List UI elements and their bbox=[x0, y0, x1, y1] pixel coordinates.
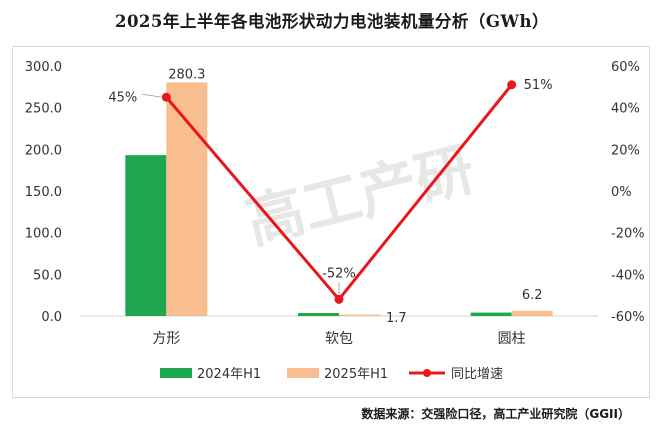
y-left-tick-label: 50.0 bbox=[33, 268, 62, 283]
y-right-tick-label: 0% bbox=[611, 185, 632, 200]
legend-swatch bbox=[287, 368, 319, 378]
data-labels: 280.3 1.7 6.2 45% -52% 51% bbox=[108, 67, 552, 326]
watermark-text: 高工产研 bbox=[239, 135, 481, 257]
yoy-value-label: 45% bbox=[108, 90, 137, 105]
watermark: 高工产研 bbox=[239, 135, 481, 257]
bar-2024-2 bbox=[470, 312, 512, 316]
yoy-point-0 bbox=[161, 92, 171, 102]
yoy-value-label: -52% bbox=[322, 266, 356, 281]
legend-label: 2024年H1 bbox=[197, 367, 261, 382]
y-right-tick-label: 60% bbox=[611, 60, 640, 75]
yoy-point-1 bbox=[334, 294, 344, 304]
y-right-tick-label: -40% bbox=[611, 268, 645, 283]
bar-2025-0 bbox=[166, 82, 208, 317]
y-left-tick-label: 200.0 bbox=[25, 143, 62, 158]
yoy-value-label: 51% bbox=[524, 78, 553, 93]
y-left-tick-labels: 0.0 50.0 100.0 150.0 200.0 250.0 300.0 bbox=[25, 60, 62, 325]
legend-label: 同比增速 bbox=[451, 367, 503, 382]
legend-label: 2025年H1 bbox=[324, 367, 388, 382]
bar-2025-1 bbox=[339, 314, 380, 316]
chart-title: 2025年上半年各电池形状动力电池装机量分析（GWh） bbox=[114, 12, 550, 31]
yoy-point-2 bbox=[507, 80, 517, 90]
legend-swatch bbox=[160, 368, 192, 378]
x-tick-label: 软包 bbox=[325, 331, 353, 347]
chart-frame bbox=[12, 46, 650, 398]
y-right-tick-label: -20% bbox=[611, 227, 645, 242]
y-left-tick-label: 150.0 bbox=[25, 185, 62, 200]
bar-2024-1 bbox=[298, 313, 339, 316]
x-tick-label: 方形 bbox=[152, 331, 180, 347]
bar-value-label: 280.3 bbox=[168, 67, 205, 82]
y-left-tick-label: 300.0 bbox=[25, 60, 62, 75]
x-tick-labels: 方形 软包 圆柱 bbox=[152, 331, 525, 347]
bar-value-label: 1.7 bbox=[386, 311, 407, 326]
y-left-tick-label: 100.0 bbox=[25, 227, 62, 242]
bar-value-label: 6.2 bbox=[522, 288, 543, 303]
bar-2025-2 bbox=[511, 310, 553, 316]
y-right-tick-label: 20% bbox=[611, 143, 640, 158]
y-left-tick-label: 250.0 bbox=[25, 102, 62, 117]
source-note: 数据来源：交强险口径，高工产业研究院（GGII） bbox=[361, 407, 630, 421]
legend: 2024年H1 2025年H1 同比增速 bbox=[160, 367, 503, 382]
legend-swatch-marker bbox=[423, 369, 431, 377]
yoy-line bbox=[161, 80, 517, 304]
x-tick-label: 圆柱 bbox=[498, 331, 526, 347]
bar-2024-0 bbox=[125, 155, 167, 316]
y-right-tick-labels: -60% -40% -20% 0% 20% 40% 60% bbox=[611, 60, 645, 325]
y-right-tick-label: -60% bbox=[611, 310, 645, 325]
y-right-tick-label: 40% bbox=[611, 102, 640, 117]
leader-line bbox=[142, 93, 163, 98]
y-left-tick-label: 0.0 bbox=[41, 310, 62, 325]
